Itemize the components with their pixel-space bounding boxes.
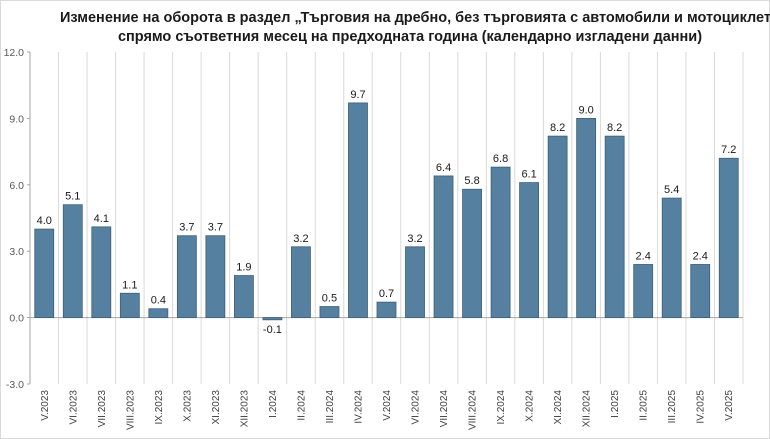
x-tick-label: III.2024 xyxy=(325,390,336,424)
x-tick-label: I.2024 xyxy=(268,390,279,418)
chart-title-line-1: Изменение на оборота в раздел „Търговия … xyxy=(60,10,770,26)
bar xyxy=(547,135,568,319)
data-label: 0.4 xyxy=(151,295,166,307)
bar-layer xyxy=(34,102,739,321)
data-label: 6.1 xyxy=(521,169,536,181)
data-label: 3.2 xyxy=(293,233,308,245)
bar xyxy=(462,188,482,319)
bar xyxy=(405,246,425,318)
bar xyxy=(91,226,112,318)
data-label: 5.1 xyxy=(65,191,80,203)
x-tick-label: III.2025 xyxy=(667,390,678,424)
bar xyxy=(34,228,55,318)
x-tick-label: XI.2024 xyxy=(553,390,564,425)
x-tick-label: VII.2024 xyxy=(439,390,450,428)
data-label: 2.4 xyxy=(693,250,708,262)
data-label: 6.4 xyxy=(436,162,451,174)
y-tick-label: 6.0 xyxy=(9,180,24,192)
x-tick-label: XII.2023 xyxy=(239,390,250,428)
bar xyxy=(376,301,397,318)
data-label: 8.2 xyxy=(550,122,565,134)
x-tick-label: V.2023 xyxy=(40,390,51,421)
data-label: 7.2 xyxy=(721,144,736,156)
bar xyxy=(119,292,140,318)
bar xyxy=(176,235,197,318)
x-tick-label: VIII.2024 xyxy=(468,390,479,430)
data-label: 3.7 xyxy=(179,222,194,234)
y-tick-label: 9.0 xyxy=(9,113,24,125)
bar xyxy=(633,264,654,319)
x-tick-label: VII.2023 xyxy=(97,390,108,428)
bar xyxy=(319,306,340,318)
x-tick-label: IV.2024 xyxy=(353,390,364,424)
bar xyxy=(148,308,169,319)
chart-title: Изменение на оборота в раздел „Търговия … xyxy=(60,9,770,47)
x-tick-label: I.2025 xyxy=(610,390,621,418)
x-tick-label: II.2025 xyxy=(639,390,650,421)
data-label: 8.2 xyxy=(607,122,622,134)
bar xyxy=(62,204,83,318)
x-tick-label: II.2024 xyxy=(296,390,307,421)
data-label: 4.0 xyxy=(37,215,52,227)
data-label: 0.7 xyxy=(379,288,394,300)
data-label: -0.1 xyxy=(263,324,282,336)
x-tick-label: VI.2023 xyxy=(68,390,79,425)
y-tick-label: 3.0 xyxy=(9,246,24,258)
label-layer: 4.0 V.2023 5.1 VI.2023 4.1 VII.2023 1.1 VIII.20… xyxy=(37,89,737,430)
data-label: 2.4 xyxy=(636,250,651,262)
data-label: 4.1 xyxy=(94,213,109,225)
bar xyxy=(490,166,511,319)
data-label: 9.0 xyxy=(578,104,593,116)
axis-layer: -3.0 0.0 3.0 6.0 9.0 12.0 xyxy=(4,47,743,391)
y-tick-label: -3.0 xyxy=(6,379,24,391)
data-label: 1.1 xyxy=(122,279,137,291)
x-tick-label: VIII.2023 xyxy=(125,390,136,430)
bar xyxy=(233,275,254,318)
x-tick-label: VI.2024 xyxy=(411,390,422,425)
y-tick-label: 0.0 xyxy=(9,313,24,325)
x-tick-label: IX.2024 xyxy=(496,390,507,425)
bar xyxy=(576,118,597,318)
data-label: 5.4 xyxy=(664,184,679,196)
bar xyxy=(690,264,711,319)
bar xyxy=(718,157,739,319)
bar xyxy=(661,197,682,318)
grid-layer xyxy=(29,52,744,384)
data-label: 3.7 xyxy=(208,222,223,234)
x-tick-label: IX.2023 xyxy=(154,390,165,425)
data-label: 0.5 xyxy=(322,293,337,305)
chart-title-line-2: спрямо съответния месец на предходната г… xyxy=(117,29,703,45)
bar xyxy=(291,246,311,318)
data-label: 9.7 xyxy=(350,89,365,101)
x-tick-label: XI.2023 xyxy=(211,390,222,425)
bar xyxy=(205,235,226,318)
data-label: 3.2 xyxy=(407,233,422,245)
y-tick-label: 12.0 xyxy=(4,47,25,59)
x-tick-label: V.2024 xyxy=(382,390,393,421)
x-tick-label: IV.2025 xyxy=(696,390,707,424)
data-label: 6.8 xyxy=(493,153,508,165)
bar xyxy=(262,317,283,321)
x-tick-label: X.2023 xyxy=(182,390,193,422)
bar xyxy=(433,175,454,319)
x-tick-label: X.2024 xyxy=(525,390,536,422)
x-tick-label: XII.2024 xyxy=(582,390,593,428)
x-tick-label: V.2025 xyxy=(724,390,735,421)
bar xyxy=(348,102,368,318)
data-label: 5.8 xyxy=(464,175,479,187)
bar xyxy=(604,135,625,319)
data-label: 1.9 xyxy=(236,262,251,274)
bar xyxy=(519,182,539,319)
